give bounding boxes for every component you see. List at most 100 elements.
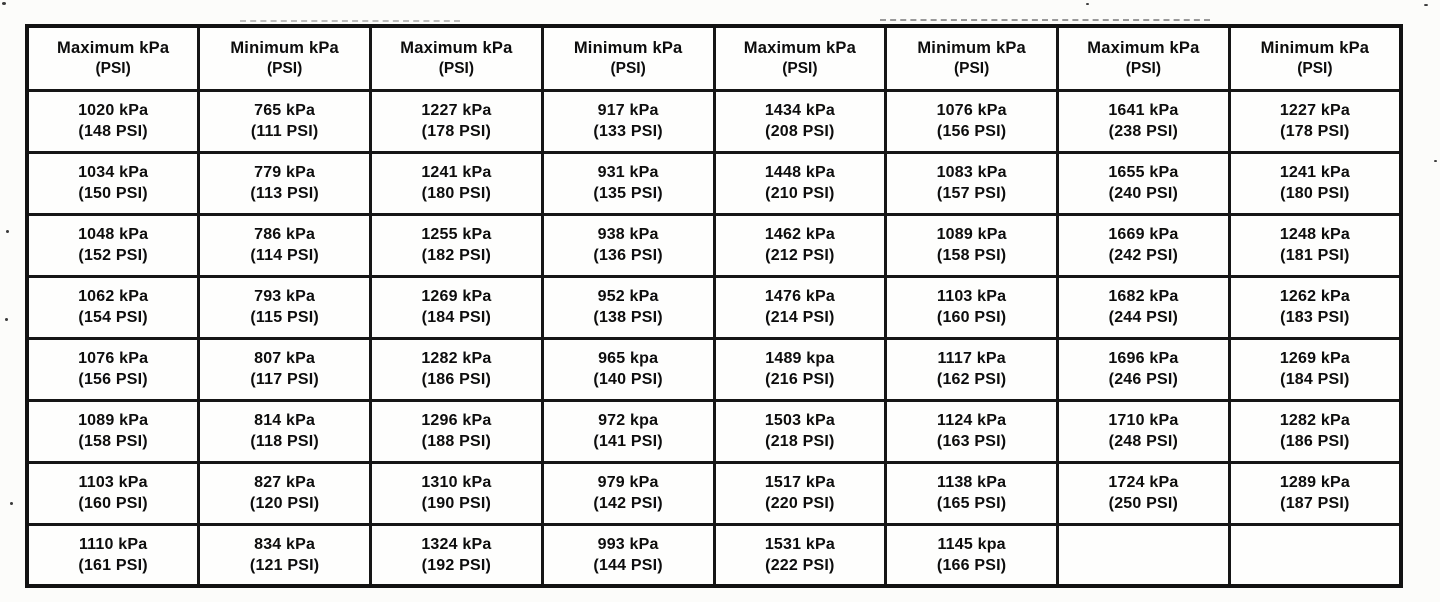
psi-value: (166 PSI) [936, 556, 1007, 574]
header-line2: (PSI) [95, 60, 131, 78]
psi-value: (160 PSI) [78, 495, 148, 512]
kpa-value: 1227 kPa [421, 102, 492, 119]
psi-value: (178 PSI) [1280, 123, 1350, 140]
kpa-value: 1655 kPa [1108, 164, 1179, 181]
psi-value: (186 PSI) [1280, 433, 1350, 450]
kpa-value: 1296 kPa [421, 412, 492, 429]
pressure-cell: 1262 kPa (183 PSI) [1227, 274, 1403, 340]
pressure-cell: 1655 kPa (240 PSI) [1056, 150, 1231, 216]
pressure-cell: 1462 kPa (212 PSI) [712, 212, 888, 278]
pressure-cell: 1269 kPa (184 PSI) [1227, 336, 1403, 402]
kpa-value: 1020 kPa [78, 102, 149, 119]
psi-value: (186 PSI) [421, 371, 492, 388]
pressure-cell: 1241 kPa (180 PSI) [1227, 150, 1403, 216]
pressure-cell: 1048 kPa (152 PSI) [25, 212, 201, 278]
kpa-value: 1241 kPa [421, 164, 492, 181]
pressure-cell: 1696 kPa (246 PSI) [1056, 336, 1231, 402]
scan-artifact-dashes [240, 20, 460, 22]
kpa-value: 1462 kPa [764, 226, 835, 243]
header-line1: Maximum kPa [1087, 39, 1200, 58]
psi-value: (157 PSI) [936, 185, 1007, 202]
pressure-cell: 779 kPa (113 PSI) [197, 150, 372, 216]
table-row: 1020 kPa (148 PSI) 765 kPa (111 PSI) 1227 kP… [25, 88, 1403, 154]
column-header-8: Minimum kPa (PSI) [1227, 24, 1403, 92]
pressure-cell: 1282 kPa (186 PSI) [1227, 398, 1403, 464]
kpa-value: 1641 kPa [1108, 102, 1179, 119]
scan-speck [1424, 4, 1428, 6]
kpa-value: 1145 kpa [937, 535, 1006, 553]
column-header-6: Minimum kPa (PSI) [884, 24, 1059, 92]
psi-value: (220 PSI) [765, 495, 835, 512]
psi-value: (178 PSI) [421, 123, 492, 140]
psi-value: (180 PSI) [421, 185, 492, 202]
table-row: 1089 kPa (158 PSI) 814 kPa (118 PSI) 1296 kP… [25, 398, 1403, 464]
kpa-value: 1269 kPa [1279, 350, 1350, 367]
pressure-cell: 1020 kPa (148 PSI) [25, 88, 201, 154]
psi-value: (242 PSI) [1108, 247, 1179, 264]
kpa-value: 917 kPa [597, 102, 659, 119]
kpa-value: 1076 kPa [936, 102, 1007, 119]
pressure-cell: 1138 kPa (165 PSI) [884, 460, 1059, 526]
pressure-cell: 1062 kPa (154 PSI) [25, 274, 201, 340]
pressure-cell: 793 kPa (115 PSI) [197, 274, 372, 340]
kpa-value: 952 kPa [597, 288, 659, 305]
kpa-value: 1682 kPa [1108, 288, 1179, 305]
table-row: 1034 kPa (150 PSI) 779 kPa (113 PSI) 1241 kP… [25, 150, 1403, 216]
kpa-value: 779 kPa [254, 164, 316, 181]
pressure-cell: 1503 kPa (218 PSI) [712, 398, 888, 464]
scan-speck [2, 2, 6, 5]
kpa-value: 1103 kPa [78, 474, 148, 491]
pressure-cell: 1641 kPa (238 PSI) [1056, 88, 1231, 154]
kpa-value: 1724 kPa [1108, 474, 1179, 491]
kpa-value: 1089 kPa [936, 226, 1007, 243]
psi-value: (156 PSI) [936, 123, 1007, 140]
header-line2: (PSI) [610, 60, 646, 78]
psi-value: (135 PSI) [593, 185, 663, 202]
kpa-value: 1083 kPa [936, 164, 1007, 181]
psi-value: (142 PSI) [593, 495, 663, 512]
kpa-value: 1227 kPa [1279, 102, 1350, 119]
header-line1: Minimum kPa [1260, 39, 1370, 58]
psi-value: (121 PSI) [249, 556, 320, 574]
pressure-cell: 1517 kPa (220 PSI) [712, 460, 888, 526]
pressure-cell: 938 kPa (136 PSI) [540, 212, 716, 278]
psi-value: (162 PSI) [936, 371, 1007, 388]
scan-speck [1086, 3, 1089, 5]
psi-value: (184 PSI) [421, 309, 492, 326]
kpa-value: 807 kPa [254, 350, 316, 367]
scan-speck [6, 230, 9, 233]
psi-value: (152 PSI) [78, 247, 148, 264]
kpa-value: 765 kPa [254, 102, 316, 119]
header-line1: Maximum kPa [57, 39, 170, 58]
psi-value: (183 PSI) [1280, 309, 1350, 326]
kpa-value: 1138 kPa [937, 474, 1007, 491]
header-line1: Maximum kPa [400, 39, 513, 58]
kpa-value: 1241 kPa [1279, 164, 1350, 181]
pressure-cell: 1076 kPa (156 PSI) [25, 336, 201, 402]
psi-value: (140 PSI) [593, 371, 663, 388]
pressure-cell: 1310 kPa (190 PSI) [369, 460, 544, 526]
psi-value: (154 PSI) [78, 309, 148, 326]
pressure-cell: 1282 kPa (186 PSI) [369, 336, 544, 402]
kpa-value: 1034 kPa [78, 164, 149, 181]
header-line2: (PSI) [1297, 60, 1333, 78]
psi-value: (222 PSI) [765, 556, 835, 574]
header-line2: (PSI) [953, 60, 990, 78]
column-header-3: Maximum kPa (PSI) [369, 24, 544, 92]
empty-cell [1056, 522, 1231, 588]
psi-value: (184 PSI) [1280, 371, 1350, 388]
pressure-cell: 1255 kPa (182 PSI) [369, 212, 544, 278]
header-line2: (PSI) [782, 60, 818, 78]
pressure-cell: 834 kPa (121 PSI) [197, 522, 372, 588]
psi-value: (138 PSI) [593, 309, 663, 326]
kpa-value: 1248 kPa [1279, 226, 1350, 243]
psi-value: (118 PSI) [250, 433, 319, 450]
pressure-cell: 1103 kPa (160 PSI) [25, 460, 201, 526]
header-line2: (PSI) [266, 60, 303, 78]
psi-value: (214 PSI) [765, 309, 835, 326]
psi-value: (218 PSI) [765, 433, 835, 450]
kpa-value: 1289 kPa [1279, 474, 1350, 491]
psi-value: (180 PSI) [1280, 185, 1350, 202]
psi-value: (160 PSI) [936, 309, 1007, 326]
